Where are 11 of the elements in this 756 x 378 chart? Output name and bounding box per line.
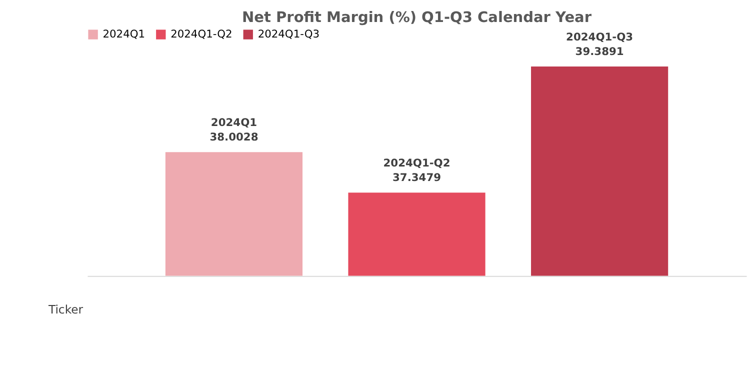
text: Ticker <box>47 302 84 317</box>
chart-title: Net Profit Margin (%) Q1-Q3 Calendar Year <box>242 10 592 26</box>
text: 2024Q1-Q2 <box>383 156 450 170</box>
legend-label: 2024Q1 <box>102 27 146 40</box>
text: 2024Q1 <box>210 116 258 129</box>
text: 2024Q1-Q3 <box>566 30 634 44</box>
legend-label: 2024Q1-Q2 <box>170 27 232 40</box>
legend-label: 2024Q1-Q3 <box>258 27 320 40</box>
data-label: 38.0028 <box>210 130 258 144</box>
data-label: 39.3891 <box>575 44 624 58</box>
data-label: 37.3479 <box>392 170 442 184</box>
